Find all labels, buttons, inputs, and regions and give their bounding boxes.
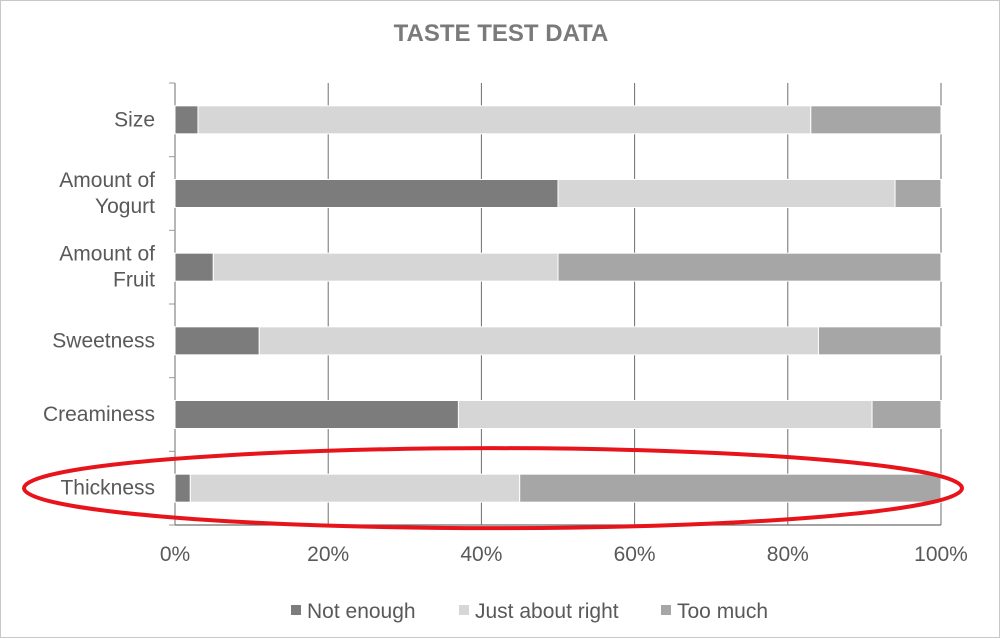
bar-segment (519, 473, 942, 503)
highlight-ellipse (22, 446, 964, 531)
legend-label: Not enough (307, 600, 416, 623)
legend-swatch (459, 605, 469, 615)
bar-segment (174, 326, 260, 356)
legend-swatch (661, 605, 671, 615)
x-tick-label: 20% (307, 543, 349, 566)
x-tick-labels: 0% 20% 40% 60% 80% 100% (160, 543, 968, 566)
x-tick-label: 40% (460, 543, 502, 566)
legend-item: Just about right (459, 600, 619, 623)
bar-segment (810, 105, 942, 135)
chart-title: TASTE TEST DATA (394, 20, 609, 47)
bar-segment (189, 473, 521, 503)
bar-segment (457, 400, 873, 429)
bar-segment (174, 179, 559, 208)
x-tick-label: 100% (914, 543, 968, 566)
legend-swatch (291, 605, 301, 615)
category-label: Thickness (60, 477, 155, 500)
legend-item: Not enough (291, 600, 416, 623)
bar-segment (174, 473, 191, 503)
bar-segment (894, 179, 942, 208)
category-label: Yogurt (95, 195, 155, 218)
category-label: Amount of (59, 169, 155, 192)
category-label: Size (114, 108, 155, 131)
bar-segment (557, 179, 896, 208)
x-tick-label: 60% (614, 543, 656, 566)
legend-label: Too much (677, 600, 768, 623)
category-label: Sweetness (52, 329, 155, 352)
bar-segment (817, 326, 942, 356)
category-labels: Size Amount of Yogurt Amount of Fruit Sweetne… (43, 108, 155, 499)
bar-segment (258, 326, 819, 356)
legend-label: Just about right (475, 600, 619, 623)
bar-segment (871, 400, 942, 429)
legend-item: Too much (661, 600, 768, 623)
bar-segment (174, 400, 459, 429)
x-tick-label: 80% (767, 543, 809, 566)
bar-segment (174, 252, 214, 282)
legend: Not enough Just about right Too much (291, 600, 768, 623)
category-label: Creaminess (43, 403, 155, 426)
x-tick-label: 0% (160, 543, 190, 566)
bar-segment (557, 252, 942, 282)
highlight-annotation (22, 446, 964, 531)
bar-segment (174, 105, 199, 135)
category-label: Amount of (59, 243, 155, 266)
bar-segment (197, 105, 812, 135)
bar-segment (212, 252, 559, 282)
category-label: Fruit (113, 269, 155, 292)
bars (174, 105, 942, 503)
